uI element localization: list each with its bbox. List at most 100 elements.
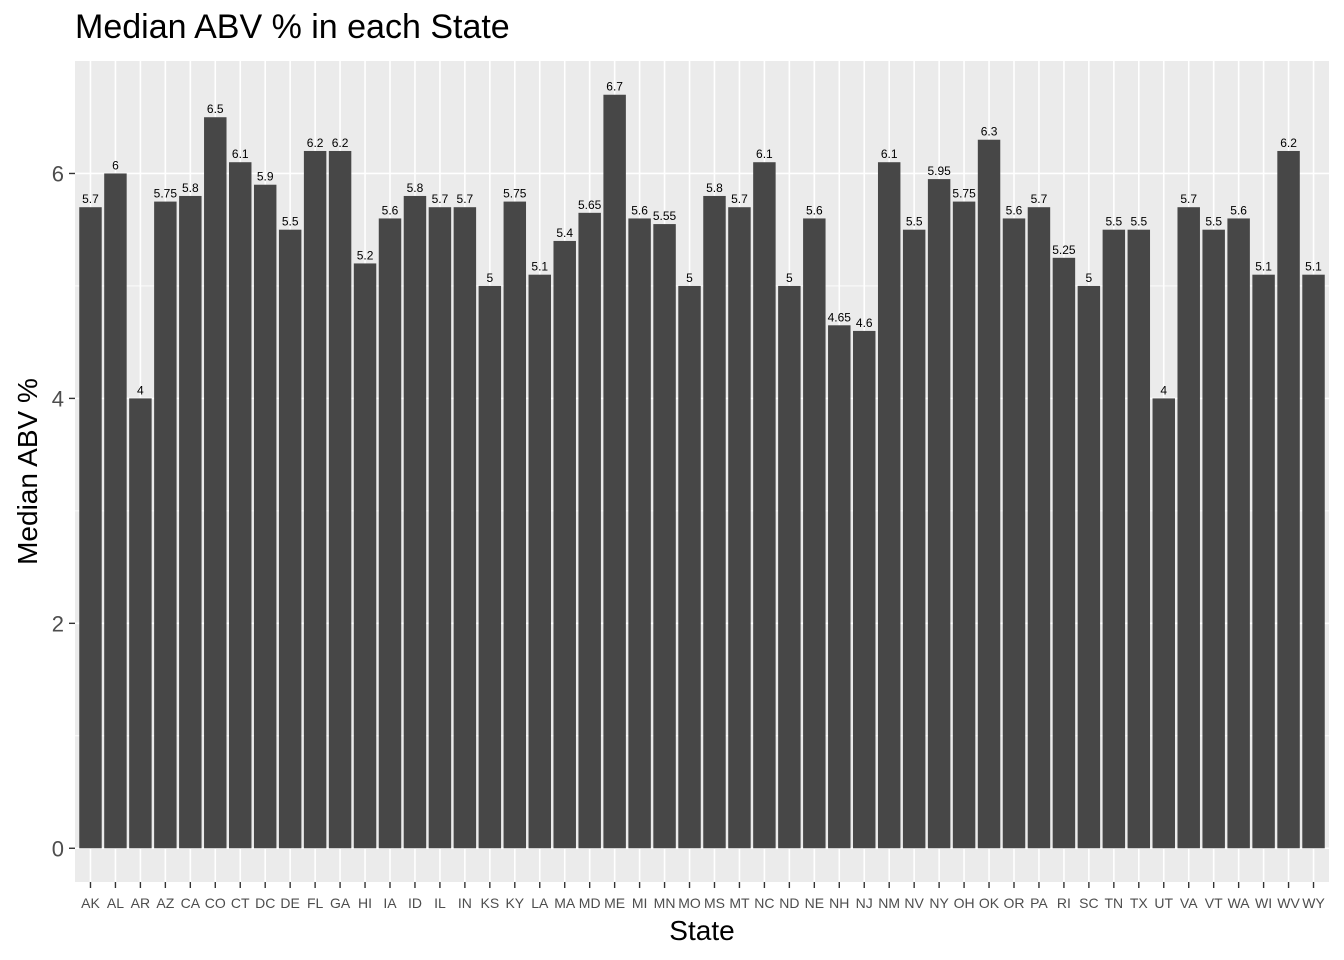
data-label-mt: 5.7 <box>731 192 748 206</box>
bar-de <box>278 229 302 849</box>
bar-nh <box>828 325 851 849</box>
bar-mi <box>628 218 651 849</box>
data-label-sc: 5 <box>1086 271 1093 285</box>
bar-ut <box>1152 398 1175 849</box>
data-label-ga: 6.2 <box>332 136 349 150</box>
bar-mn <box>653 224 676 849</box>
y-tick-label: 0 <box>52 836 64 861</box>
data-label-mi: 5.6 <box>631 203 648 217</box>
bar-ak <box>79 207 102 849</box>
data-label-tn: 5.5 <box>1105 215 1122 229</box>
data-label-nc: 6.1 <box>756 147 773 161</box>
data-label-nv: 5.5 <box>906 215 923 229</box>
bar-wv <box>1277 150 1300 849</box>
x-tick-label: DC <box>255 895 275 911</box>
data-label-vt: 5.5 <box>1205 215 1222 229</box>
x-tick-label: MD <box>579 895 601 911</box>
bar-or <box>1002 218 1026 849</box>
data-label-ak: 5.7 <box>82 192 99 206</box>
bar-ky <box>503 201 527 849</box>
x-tick-label: MA <box>554 895 576 911</box>
x-tick-label: PA <box>1030 895 1048 911</box>
bar-oh <box>952 201 976 849</box>
data-label-ky: 5.75 <box>503 187 527 201</box>
x-tick-label: OR <box>1004 895 1025 911</box>
bar-wi <box>1252 274 1275 849</box>
bars <box>79 94 1325 849</box>
bar-dc <box>253 184 277 849</box>
x-tick-label: VT <box>1205 895 1223 911</box>
data-label-va: 5.7 <box>1180 192 1197 206</box>
data-label-pa: 5.7 <box>1031 192 1048 206</box>
bar-ms <box>703 195 726 849</box>
x-tick-label: OK <box>979 895 1000 911</box>
data-label-wa: 5.6 <box>1230 203 1247 217</box>
data-label-tx: 5.5 <box>1130 215 1147 229</box>
axes: 0 2 4 6 AK AL AR AZ CA CO CT DC DE FL GA HI IA ID IL IN KS KY… <box>52 161 1326 911</box>
data-label-fl: 6.2 <box>307 136 324 150</box>
bar-id <box>403 195 427 849</box>
bar-nm <box>877 162 901 849</box>
x-tick-label: HI <box>358 895 372 911</box>
x-tick-label: AK <box>81 895 100 911</box>
y-tick-label: 4 <box>52 386 64 411</box>
data-label-al: 6 <box>112 158 119 172</box>
x-tick-label: IL <box>434 895 446 911</box>
bar-fl <box>303 150 327 849</box>
bar-ks <box>478 285 502 849</box>
x-tick-label: DE <box>280 895 299 911</box>
data-label-ms: 5.8 <box>706 181 723 195</box>
bar-nv <box>902 229 926 849</box>
x-tick-label: RI <box>1057 895 1071 911</box>
bar-ri <box>1052 257 1076 849</box>
x-tick-label: ND <box>779 895 799 911</box>
x-tick-label: IN <box>458 895 472 911</box>
data-label-me: 6.7 <box>606 80 623 94</box>
bar-ca <box>179 195 202 849</box>
x-tick-label: MS <box>704 895 725 911</box>
x-tick-label: CO <box>205 895 226 911</box>
x-tick-label: TN <box>1105 895 1124 911</box>
x-tick-label: GA <box>330 895 351 911</box>
x-tick-label: WA <box>1228 895 1251 911</box>
x-tick-label: NY <box>929 895 949 911</box>
y-axis-title: Median ABV % <box>12 378 43 565</box>
x-tick-label: MI <box>632 895 648 911</box>
x-tick-label: WV <box>1277 895 1300 911</box>
x-tick-label: NE <box>805 895 824 911</box>
x-tick-label: SC <box>1079 895 1098 911</box>
bar-wy <box>1302 274 1325 849</box>
x-tick-label: OH <box>954 895 975 911</box>
x-tick-label: KY <box>505 895 524 911</box>
x-tick-label: ID <box>408 895 422 911</box>
data-label-in: 5.7 <box>457 192 474 206</box>
x-tick-label: CA <box>181 895 201 911</box>
x-tick-label: WY <box>1302 895 1325 911</box>
data-label-nj: 4.6 <box>856 316 873 330</box>
x-tick-label: NH <box>829 895 849 911</box>
bar-md <box>578 212 601 849</box>
data-label-az: 5.75 <box>154 187 178 201</box>
x-tick-label: NC <box>754 895 774 911</box>
bar-ny <box>927 179 951 849</box>
data-label-id: 5.8 <box>407 181 424 195</box>
x-tick-label: LA <box>531 895 549 911</box>
bar-az <box>154 201 177 849</box>
data-label-mo: 5 <box>686 271 693 285</box>
bar-ia <box>378 218 402 849</box>
data-label-ia: 5.6 <box>382 203 399 217</box>
data-label-il: 5.7 <box>432 192 449 206</box>
x-tick-label: MT <box>729 895 750 911</box>
bar-ne <box>803 218 826 849</box>
bar-nj <box>853 330 876 849</box>
x-tick-label: MO <box>678 895 701 911</box>
data-label-ca: 5.8 <box>182 181 199 195</box>
data-label-ar: 4 <box>137 383 144 397</box>
data-label-nm: 6.1 <box>881 147 898 161</box>
data-label-ks: 5 <box>486 271 493 285</box>
data-label-md: 5.65 <box>578 198 602 212</box>
bar-nc <box>753 162 776 849</box>
bar-wa <box>1227 218 1250 849</box>
data-label-dc: 5.9 <box>257 170 274 184</box>
